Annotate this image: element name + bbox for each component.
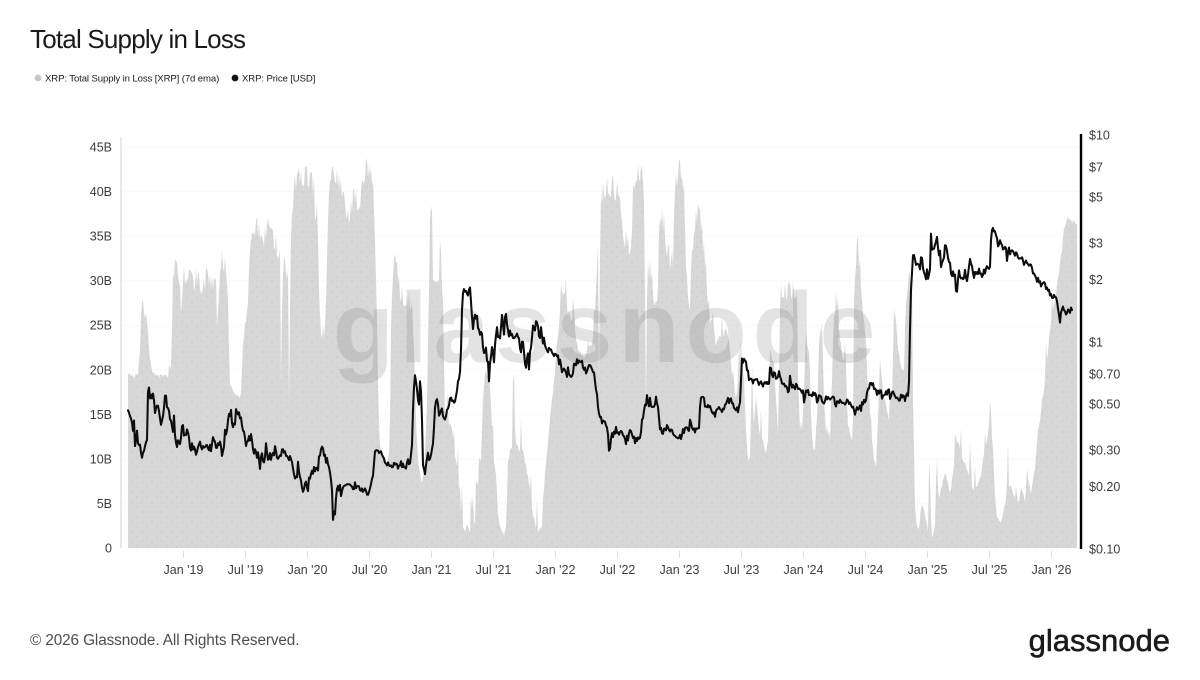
svg-text:Jul '20: Jul '20 — [352, 563, 388, 577]
svg-text:10B: 10B — [90, 453, 112, 467]
svg-text:$0.20: $0.20 — [1089, 480, 1120, 494]
svg-text:25B: 25B — [90, 319, 112, 333]
svg-text:$3: $3 — [1089, 237, 1103, 251]
svg-text:$0.50: $0.50 — [1089, 398, 1120, 412]
svg-text:$0.70: $0.70 — [1089, 367, 1120, 381]
svg-text:$2: $2 — [1089, 273, 1103, 287]
svg-text:Jan '19: Jan '19 — [164, 563, 204, 577]
svg-text:XRP: Price [USD]: XRP: Price [USD] — [242, 74, 315, 85]
svg-text:Jan '21: Jan '21 — [412, 563, 452, 577]
svg-text:Jan '23: Jan '23 — [660, 563, 700, 577]
svg-text:15B: 15B — [90, 408, 112, 422]
svg-text:Jul '22: Jul '22 — [600, 563, 636, 577]
svg-text:$5: $5 — [1089, 191, 1103, 205]
svg-text:$7: $7 — [1089, 160, 1103, 174]
svg-text:5B: 5B — [97, 497, 112, 511]
svg-text:Jul '23: Jul '23 — [724, 563, 760, 577]
svg-text:© 2026 Glassnode. All Rights R: © 2026 Glassnode. All Rights Reserved. — [30, 632, 299, 649]
svg-text:Jul '19: Jul '19 — [228, 563, 264, 577]
svg-text:Jan '22: Jan '22 — [536, 563, 576, 577]
svg-text:glassnode: glassnode — [1029, 623, 1170, 658]
svg-text:Jan '25: Jan '25 — [908, 563, 948, 577]
svg-text:20B: 20B — [90, 363, 112, 377]
svg-text:45B: 45B — [90, 140, 112, 154]
svg-text:30B: 30B — [90, 274, 112, 288]
svg-text:Jul '24: Jul '24 — [848, 563, 884, 577]
svg-text:$0.30: $0.30 — [1089, 444, 1120, 458]
svg-text:glassnode: glassnode — [333, 272, 882, 384]
svg-text:40B: 40B — [90, 185, 112, 199]
svg-text:Jul '21: Jul '21 — [476, 563, 512, 577]
svg-text:Jan '24: Jan '24 — [784, 563, 824, 577]
svg-text:35B: 35B — [90, 230, 112, 244]
svg-text:Jan '26: Jan '26 — [1032, 563, 1072, 577]
svg-text:Jul '25: Jul '25 — [972, 563, 1008, 577]
svg-text:$0.10: $0.10 — [1089, 542, 1120, 556]
svg-text:XRP: Total Supply in Loss [XRP: XRP: Total Supply in Loss [XRP] (7d ema) — [45, 74, 219, 85]
svg-text:$1: $1 — [1089, 335, 1103, 349]
svg-text:Jan '20: Jan '20 — [288, 563, 328, 577]
svg-text:$10: $10 — [1089, 128, 1110, 142]
svg-text:0: 0 — [105, 542, 112, 556]
svg-text:Total Supply in Loss: Total Supply in Loss — [30, 24, 246, 54]
